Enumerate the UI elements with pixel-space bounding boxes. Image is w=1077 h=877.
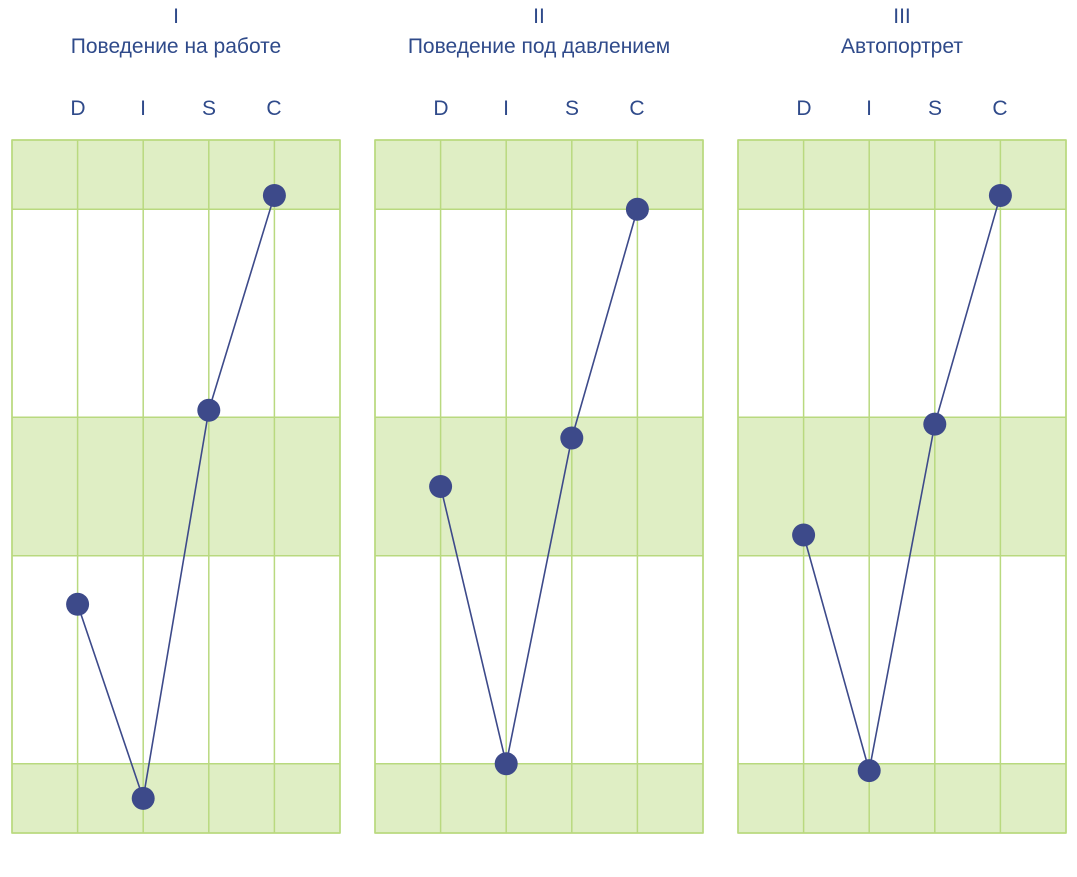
chart-frame <box>11 139 341 834</box>
band-2 <box>375 763 703 833</box>
disc-chart <box>374 139 704 834</box>
band-0 <box>12 140 340 210</box>
series-line <box>802 195 1002 771</box>
data-point-s <box>197 398 221 422</box>
category-label-d: D <box>796 97 812 120</box>
data-point-c <box>988 183 1012 207</box>
band-1 <box>12 417 340 556</box>
data-point-d <box>66 592 90 616</box>
chart-title: Автопортрет <box>841 35 963 58</box>
data-point-i <box>857 759 881 783</box>
band-0 <box>738 140 1066 210</box>
chart-title: Поведение на работе <box>70 35 282 58</box>
data-point-i <box>494 752 518 776</box>
data-point-c <box>625 197 649 221</box>
category-label-c: C <box>992 97 1008 120</box>
data-point-s <box>560 426 584 450</box>
category-label-s: S <box>564 97 579 120</box>
data-point-s <box>923 412 947 436</box>
category-label-c: C <box>266 97 282 120</box>
data-point-d <box>429 475 453 498</box>
data-point-d <box>792 523 816 547</box>
category-label-i: I <box>503 97 509 120</box>
chart-title: Поведение под давлением <box>407 35 671 58</box>
category-label-s: S <box>927 97 942 120</box>
series-line <box>76 195 276 799</box>
chart-frame <box>374 139 704 834</box>
disc-chart <box>737 139 1067 834</box>
data-point-i <box>131 786 155 810</box>
series-line <box>439 209 639 764</box>
category-label-d: D <box>433 97 449 120</box>
category-label-s: S <box>201 97 216 120</box>
category-label-i: I <box>866 97 872 120</box>
band-1 <box>738 417 1066 556</box>
chart-panel-2: II Поведение под давлением D I S C <box>374 0 704 877</box>
category-label-c: C <box>629 97 645 120</box>
chart-numeral: II <box>533 5 545 28</box>
chart-numeral: III <box>893 5 911 28</box>
chart-panel-3: III Автопортрет D I S C <box>737 0 1067 877</box>
chart-numeral: I <box>173 5 179 28</box>
disc-chart <box>11 139 341 834</box>
band-0 <box>375 140 703 210</box>
band-2 <box>12 763 340 833</box>
category-label-d: D <box>70 97 86 120</box>
band-1 <box>375 417 703 556</box>
chart-frame <box>737 139 1067 834</box>
data-point-c <box>262 183 286 207</box>
chart-panel-1: I Поведение на работе D I S C <box>11 0 341 877</box>
category-label-i: I <box>140 97 146 120</box>
band-2 <box>738 763 1066 833</box>
